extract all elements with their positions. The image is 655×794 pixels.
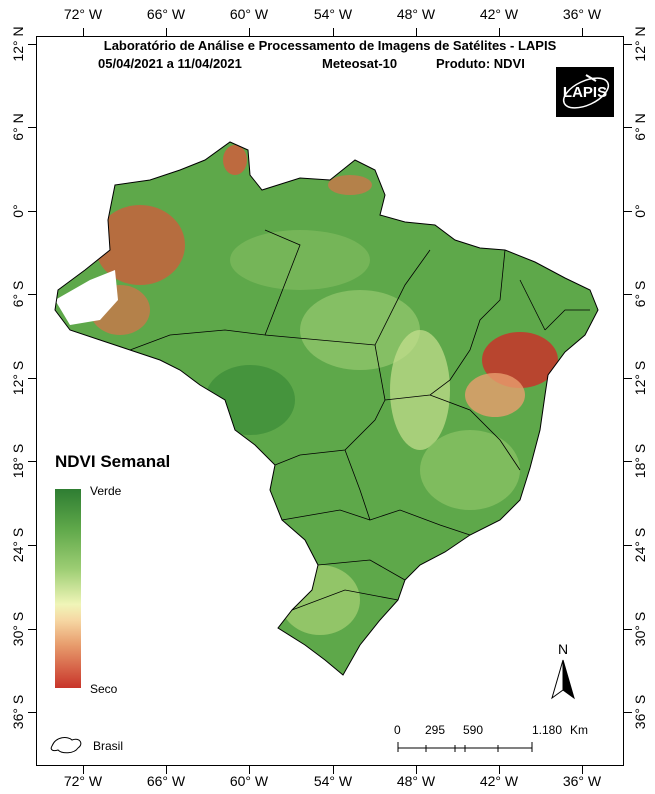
ndvi-patch	[230, 230, 370, 290]
longitude-label: 60° W	[229, 773, 269, 789]
latitude-tick	[28, 461, 36, 462]
latitude-tick	[28, 712, 36, 713]
longitude-tick	[582, 28, 583, 36]
map-title: Laboratório de Análise e Processamento d…	[103, 38, 557, 53]
longitude-tick	[582, 766, 583, 774]
brasil-boundary-icon	[50, 737, 82, 754]
latitude-tick	[28, 211, 36, 212]
brasil-legend-label: Brasil	[93, 739, 124, 753]
longitude-tick	[249, 28, 250, 36]
longitude-tick	[499, 766, 500, 774]
longitude-label: 48° W	[396, 773, 436, 789]
ndvi-patch	[205, 365, 295, 435]
longitude-label: 54° W	[313, 773, 353, 789]
date-range: 05/04/2021 a 11/04/2021	[98, 56, 242, 71]
ndvi-dry-patch	[95, 205, 185, 285]
longitude-label: 66° W	[146, 6, 186, 22]
latitude-tick	[624, 545, 632, 546]
longitude-label: 54° W	[313, 6, 353, 22]
longitude-label: 48° W	[396, 6, 436, 22]
nodata-area	[55, 270, 118, 325]
longitude-tick	[416, 766, 417, 774]
longitude-tick	[83, 766, 84, 774]
satellite-name: Meteosat-10	[322, 56, 398, 71]
scale-tick-label: 295	[425, 723, 446, 737]
ndvi-dry-patch	[465, 373, 525, 417]
latitude-tick	[28, 294, 36, 295]
legend-title: NDVI Semanal	[55, 452, 171, 471]
ndvi-dry-patch	[328, 175, 372, 195]
scale-tick-label: 590	[463, 723, 484, 737]
longitude-label: 42° W	[479, 773, 519, 789]
latitude-tick	[624, 294, 632, 295]
legend-top-label: Verde	[90, 484, 122, 498]
latitude-tick	[624, 378, 632, 379]
latitude-tick	[624, 44, 632, 45]
north-arrow-icon	[551, 659, 575, 700]
longitude-tick	[333, 28, 334, 36]
scale-tick-label: 0	[394, 723, 401, 737]
legend-bottom-label: Seco	[90, 682, 118, 696]
legend-color-ramp	[55, 489, 81, 688]
longitude-tick	[166, 766, 167, 774]
ndvi-patch	[280, 565, 360, 635]
latitude-tick	[28, 629, 36, 630]
longitude-label: 66° W	[146, 773, 186, 789]
brazil-outline	[54, 141, 599, 676]
longitude-label: 36° W	[562, 773, 602, 789]
longitude-label: 60° W	[229, 6, 269, 22]
longitude-tick	[166, 28, 167, 36]
lapis-logo: LAPIS	[556, 67, 614, 117]
latitude-tick	[624, 712, 632, 713]
longitude-tick	[333, 766, 334, 774]
longitude-label: 36° W	[562, 6, 602, 22]
longitude-tick	[416, 28, 417, 36]
latitude-tick	[28, 127, 36, 128]
longitude-tick	[83, 28, 84, 36]
ndvi-patch	[390, 330, 450, 450]
scale-unit: Km	[570, 723, 588, 737]
longitude-label: 72° W	[63, 6, 103, 22]
logo-text: LAPIS	[562, 83, 608, 101]
latitude-tick	[28, 545, 36, 546]
north-label: N	[558, 641, 569, 657]
latitude-tick	[624, 629, 632, 630]
latitude-tick	[28, 378, 36, 379]
longitude-tick	[499, 28, 500, 36]
ndvi-dry-patch	[223, 145, 247, 175]
scale-bar	[397, 742, 533, 752]
latitude-tick	[624, 461, 632, 462]
scale-tick-label: 1.180	[532, 723, 563, 737]
ndvi-patch	[420, 430, 520, 510]
latitude-tick	[624, 211, 632, 212]
longitude-tick	[249, 766, 250, 774]
state-boundaries	[129, 229, 590, 611]
longitude-label: 42° W	[479, 6, 519, 22]
product-name: Produto: NDVI	[436, 56, 525, 71]
latitude-tick	[28, 44, 36, 45]
satellite-orbit-icon	[562, 74, 610, 109]
latitude-tick	[624, 127, 632, 128]
longitude-label: 72° W	[63, 773, 103, 789]
ndvi-patch	[300, 290, 420, 370]
